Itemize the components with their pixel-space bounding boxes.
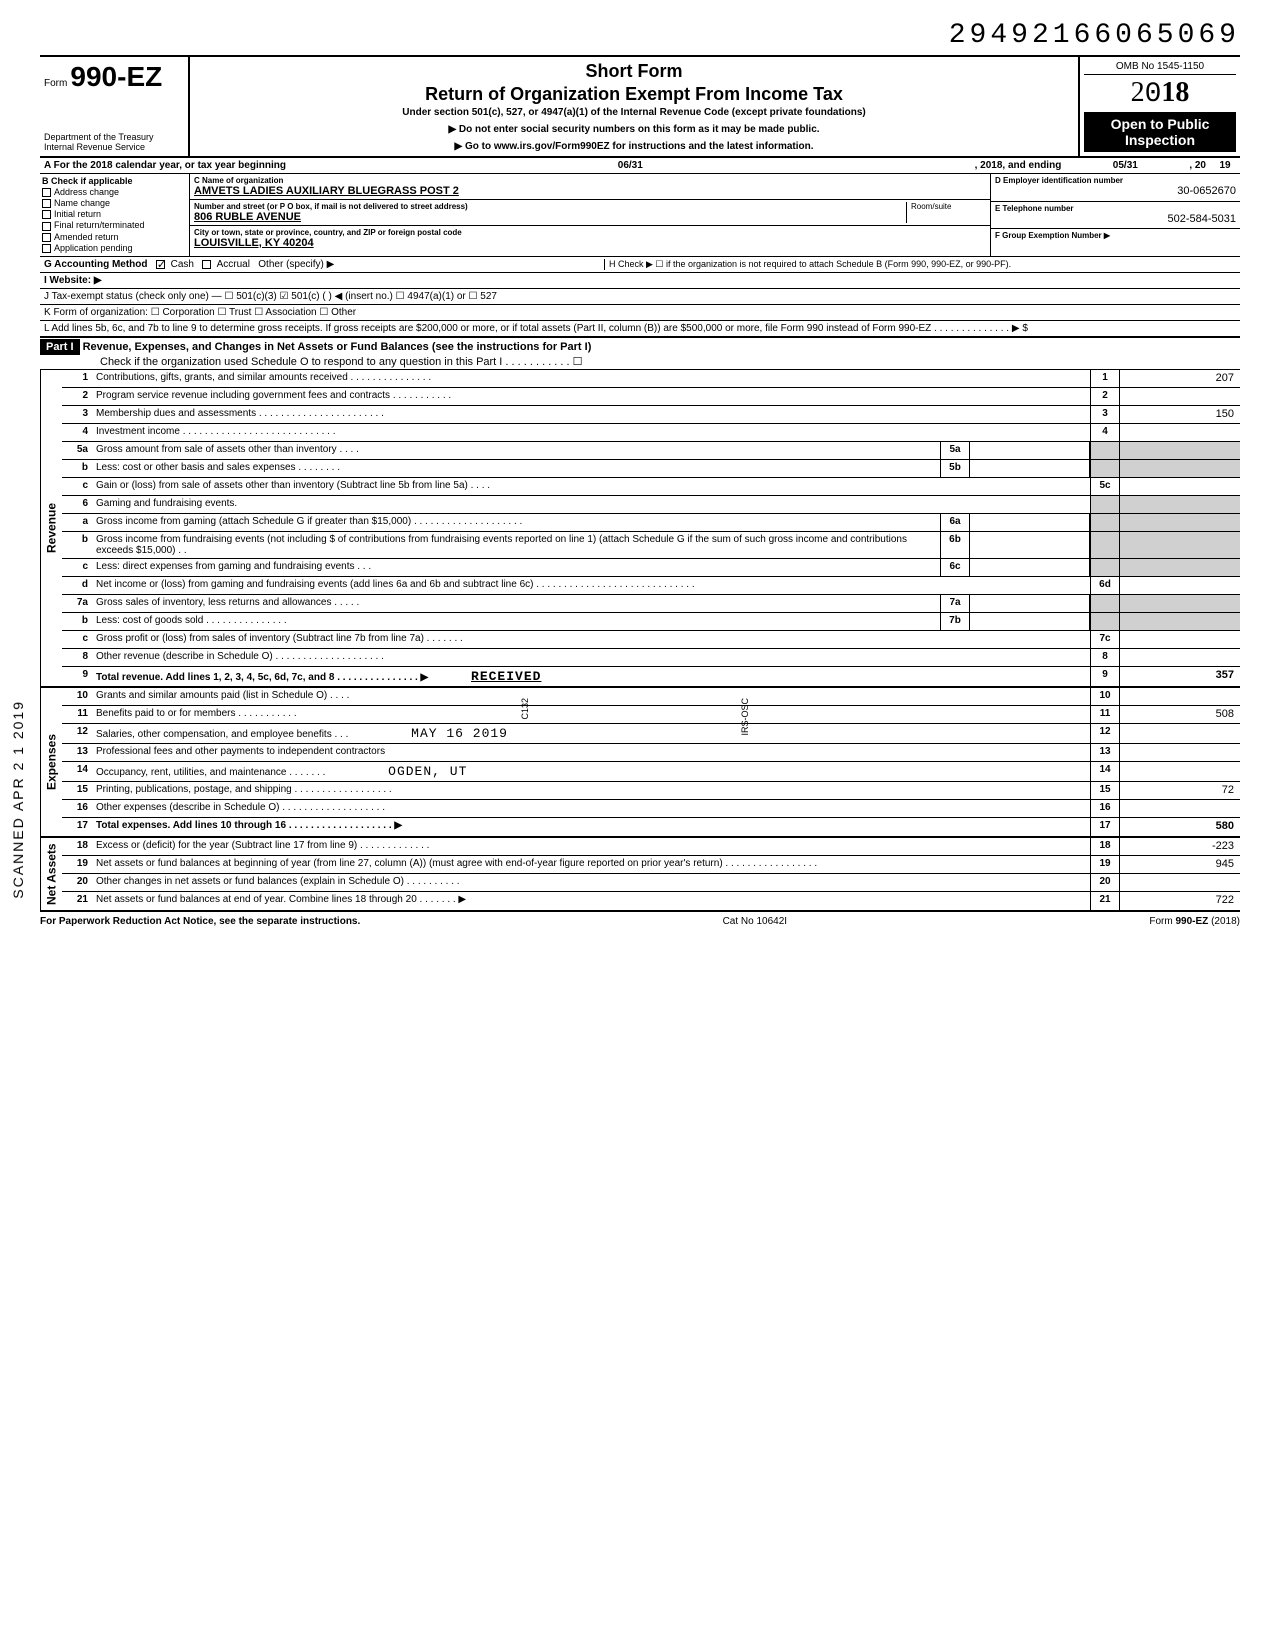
line-11-value: 508 bbox=[1120, 706, 1240, 723]
col-c-name-address: C Name of organization AMVETS LADIES AUX… bbox=[190, 174, 990, 256]
warning-ssn: ▶ Do not enter social security numbers o… bbox=[198, 124, 1070, 135]
checkbox-name-change[interactable] bbox=[42, 199, 51, 208]
revenue-section: Revenue 1Contributions, gifts, grants, a… bbox=[40, 370, 1240, 688]
line-j-tax-exempt: J Tax-exempt status (check only one) — ☐… bbox=[40, 289, 1240, 305]
line-l-gross-receipts: L Add lines 5b, 6c, and 7b to line 9 to … bbox=[40, 321, 1240, 338]
form-header: Form 990-EZ Department of the Treasury I… bbox=[40, 55, 1240, 158]
org-name: AMVETS LADIES AUXILIARY BLUEGRASS POST 2 bbox=[194, 185, 986, 197]
telephone: 502-584-5031 bbox=[995, 213, 1236, 225]
org-city: LOUISVILLE, KY 40204 bbox=[194, 237, 986, 249]
line-20-value bbox=[1120, 874, 1240, 891]
line-16-value bbox=[1120, 800, 1240, 817]
line-7c-value bbox=[1120, 631, 1240, 648]
line-2-value bbox=[1120, 388, 1240, 405]
line-5c-value bbox=[1120, 478, 1240, 495]
return-title: Return of Organization Exempt From Incom… bbox=[198, 84, 1070, 105]
col-d-e-f: D Employer identification number 30-0652… bbox=[990, 174, 1240, 256]
net-assets-section: Net Assets 18Excess or (deficit) for the… bbox=[40, 838, 1240, 912]
org-info-block: B Check if applicable Address change Nam… bbox=[40, 174, 1240, 257]
tax-year: 2018 bbox=[1084, 77, 1236, 110]
part-1-header: Part I Revenue, Expenses, and Changes in… bbox=[40, 338, 1240, 370]
line-3-value: 150 bbox=[1120, 406, 1240, 423]
line-k-form-org: K Form of organization: ☐ Corporation ☐ … bbox=[40, 305, 1240, 321]
line-6d-value bbox=[1120, 577, 1240, 594]
omb-number: OMB No 1545-1150 bbox=[1084, 61, 1236, 75]
expenses-label: Expenses bbox=[40, 688, 62, 836]
line-1-value: 207 bbox=[1120, 370, 1240, 387]
line-h: H Check ▶ ☐ if the organization is not r… bbox=[604, 259, 1236, 270]
form-label: Form bbox=[44, 78, 67, 89]
line-4-value bbox=[1120, 424, 1240, 441]
stamp-irs-osc: IRS-OSC bbox=[740, 698, 750, 736]
received-stamp: RECEIVED bbox=[471, 669, 541, 684]
checkbox-address-change[interactable] bbox=[42, 188, 51, 197]
stamp-date: MAY 16 2019 bbox=[411, 726, 508, 741]
revenue-label: Revenue bbox=[40, 370, 62, 686]
line-8-value bbox=[1120, 649, 1240, 666]
open-to-public: Open to Public Inspection bbox=[1084, 112, 1236, 152]
line-17-value: 580 bbox=[1120, 818, 1240, 836]
form-number: 990-EZ bbox=[70, 61, 162, 92]
stamp-c132: C132 bbox=[520, 698, 530, 720]
checkbox-final-return[interactable] bbox=[42, 222, 51, 231]
department: Department of the Treasury Internal Reve… bbox=[44, 132, 184, 152]
line-9-value: 357 bbox=[1120, 667, 1240, 686]
stamp-ogden: OGDEN, UT bbox=[388, 764, 467, 779]
col-b-checkboxes: B Check if applicable Address change Nam… bbox=[40, 174, 190, 256]
checkbox-cash[interactable] bbox=[156, 260, 165, 269]
document-id: 29492166065069 bbox=[40, 20, 1240, 51]
warning-goto: ▶ Go to www.irs.gov/Form990EZ for instru… bbox=[198, 141, 1070, 152]
checkbox-amended-return[interactable] bbox=[42, 233, 51, 242]
under-section: Under section 501(c), 527, or 4947(a)(1)… bbox=[198, 107, 1070, 118]
checkbox-application-pending[interactable] bbox=[42, 244, 51, 253]
org-street: 806 RUBLE AVENUE bbox=[194, 211, 906, 223]
checkbox-initial-return[interactable] bbox=[42, 210, 51, 219]
line-13-value bbox=[1120, 744, 1240, 761]
line-21-value: 722 bbox=[1120, 892, 1240, 910]
line-19-value: 945 bbox=[1120, 856, 1240, 873]
ein: 30-0652670 bbox=[995, 185, 1236, 197]
line-g-h: G Accounting Method Cash Accrual Other (… bbox=[40, 257, 1240, 273]
line-18-value: -223 bbox=[1120, 838, 1240, 855]
line-14-value bbox=[1120, 762, 1240, 781]
line-10-value bbox=[1120, 688, 1240, 705]
line-a-tax-year: A For the 2018 calendar year, or tax yea… bbox=[40, 158, 1240, 174]
line-i-website: I Website: ▶ bbox=[40, 273, 1240, 289]
expenses-section: Expenses 10Grants and similar amounts pa… bbox=[40, 688, 1240, 838]
line-15-value: 72 bbox=[1120, 782, 1240, 799]
page-footer: For Paperwork Reduction Act Notice, see … bbox=[40, 912, 1240, 927]
scanned-stamp: SCANNED APR 2 1 2019 bbox=[10, 700, 26, 899]
checkbox-accrual[interactable] bbox=[202, 260, 211, 269]
net-assets-label: Net Assets bbox=[40, 838, 62, 910]
line-12-value bbox=[1120, 724, 1240, 743]
short-form-title: Short Form bbox=[198, 61, 1070, 82]
room-suite-label: Room/suite bbox=[906, 202, 986, 223]
